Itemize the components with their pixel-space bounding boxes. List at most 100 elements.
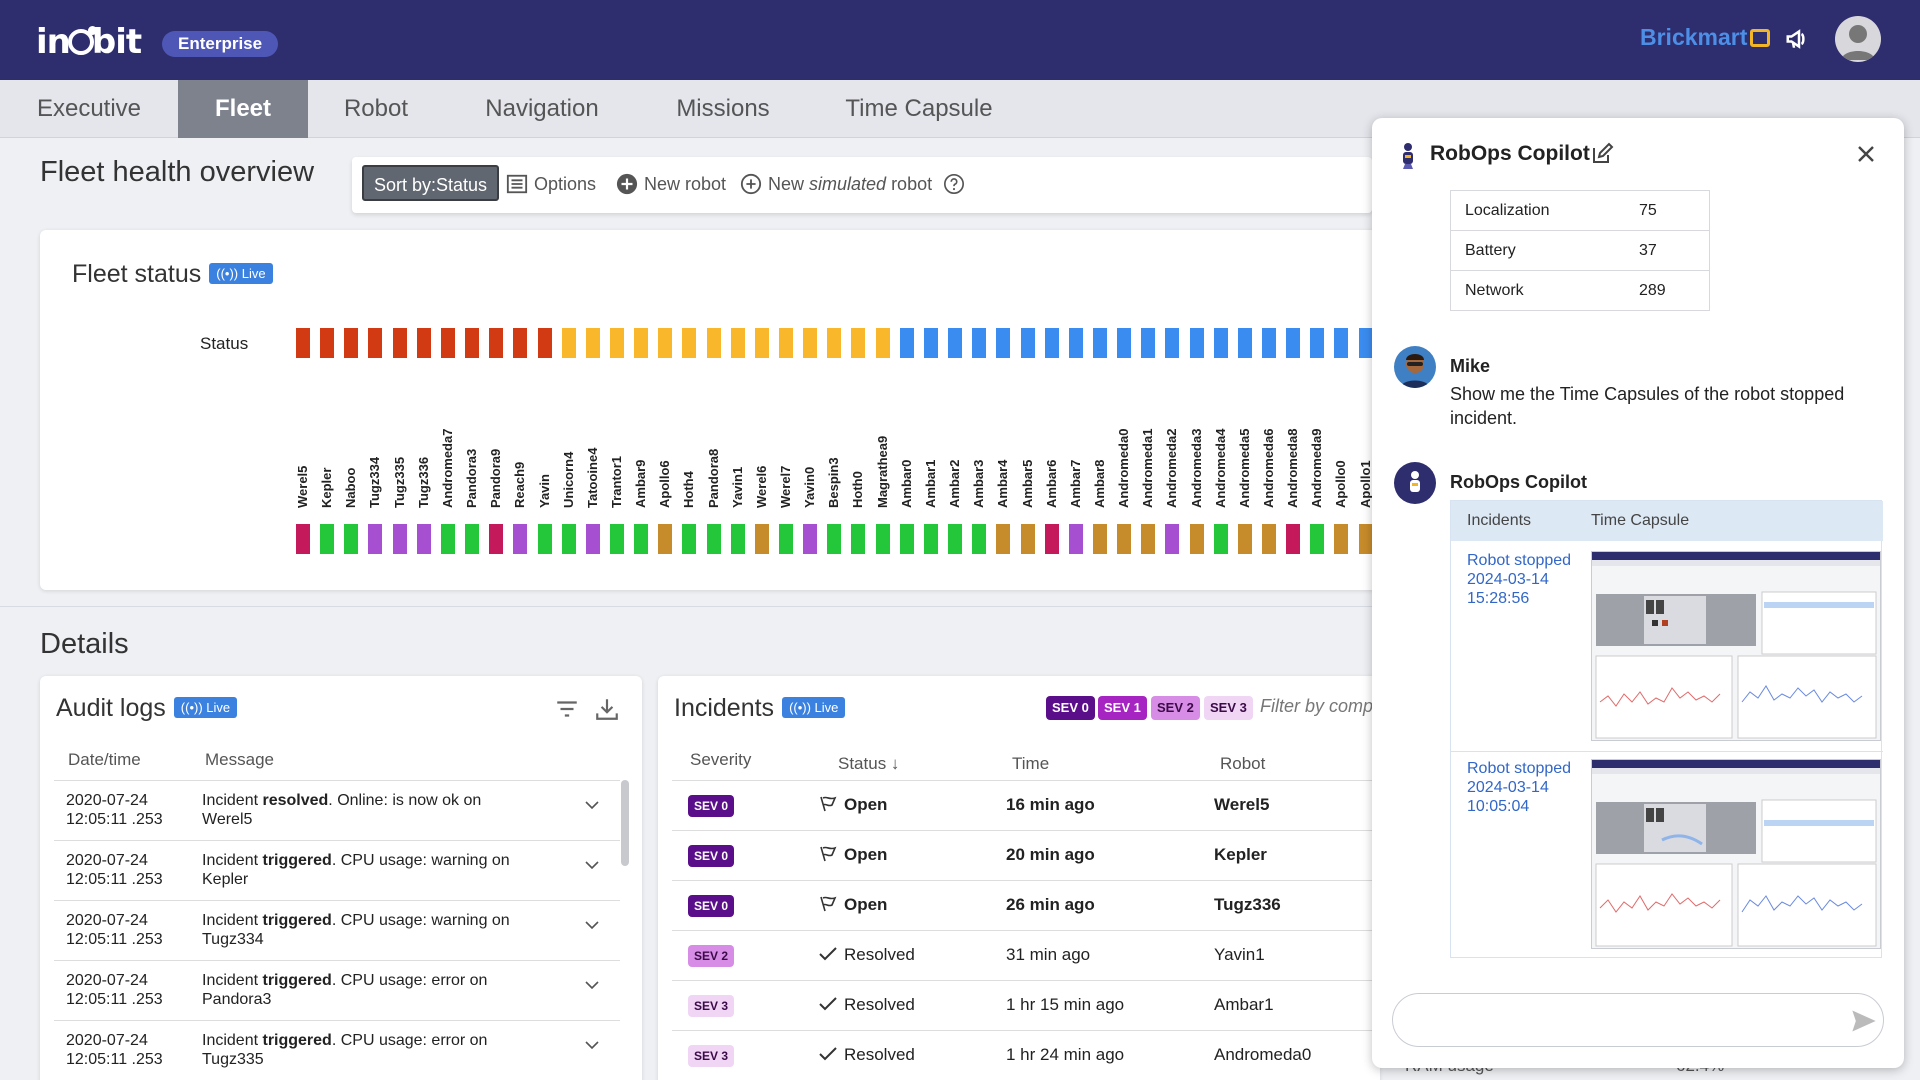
chevron-down-icon[interactable] bbox=[584, 917, 600, 933]
status-mark[interactable] bbox=[779, 328, 793, 358]
status-mark[interactable] bbox=[996, 328, 1010, 358]
health-mark[interactable] bbox=[513, 524, 527, 554]
sev1-filter-chip[interactable]: SEV 1 bbox=[1098, 696, 1147, 720]
time-capsule-thumbnail[interactable] bbox=[1591, 551, 1881, 741]
health-mark[interactable] bbox=[1117, 524, 1131, 554]
col-robot[interactable]: Robot bbox=[1220, 754, 1266, 773]
health-mark[interactable] bbox=[610, 524, 624, 554]
incident-row[interactable]: SEV 0 Open 20 min ago Kepler bbox=[672, 830, 1380, 880]
status-mark[interactable] bbox=[1117, 328, 1131, 358]
status-mark[interactable] bbox=[1165, 328, 1179, 358]
status-mark[interactable] bbox=[417, 328, 431, 358]
incident-row[interactable]: SEV 3 Resolved 1 hr 24 min ago Andromeda0 bbox=[672, 1030, 1380, 1080]
send-icon[interactable] bbox=[1849, 1007, 1879, 1035]
chevron-down-icon[interactable] bbox=[584, 1037, 600, 1053]
audit-log-row[interactable]: 2020-07-24 12:05:11 .253 Incident triggere… bbox=[54, 840, 620, 900]
health-mark[interactable] bbox=[634, 524, 648, 554]
status-mark[interactable] bbox=[707, 328, 721, 358]
health-mark[interactable] bbox=[344, 524, 358, 554]
health-mark[interactable] bbox=[1310, 524, 1324, 554]
status-mark[interactable] bbox=[876, 328, 890, 358]
download-icon[interactable] bbox=[594, 696, 620, 722]
health-mark[interactable] bbox=[996, 524, 1010, 554]
filter-input[interactable]: Filter by comp bbox=[1260, 696, 1374, 716]
audit-log-row[interactable]: 2020-07-24 12:05:11 .253 Incident triggere… bbox=[54, 960, 620, 1020]
status-mark[interactable] bbox=[538, 328, 552, 358]
status-mark[interactable] bbox=[513, 328, 527, 358]
options-button[interactable]: Options bbox=[506, 173, 596, 195]
health-mark[interactable] bbox=[755, 524, 769, 554]
health-mark[interactable] bbox=[1045, 524, 1059, 554]
health-mark[interactable] bbox=[682, 524, 696, 554]
inorbit-logo[interactable]: in bit bbox=[36, 22, 142, 62]
status-mark[interactable] bbox=[296, 328, 310, 358]
health-mark[interactable] bbox=[1286, 524, 1300, 554]
time-capsule-thumbnail[interactable] bbox=[1591, 759, 1881, 949]
incident-row[interactable]: SEV 3 Resolved 1 hr 15 min ago Ambar1 bbox=[672, 980, 1380, 1030]
incident-row[interactable]: SEV 0 Open 26 min ago Tugz336 bbox=[672, 880, 1380, 930]
status-mark[interactable] bbox=[1141, 328, 1155, 358]
status-mark[interactable] bbox=[924, 328, 938, 358]
incident-row[interactable]: SEV 0 Open 16 min ago Werel5 bbox=[672, 780, 1380, 830]
tab-missions[interactable]: Missions bbox=[676, 95, 770, 122]
sort-button[interactable]: Sort by:Status bbox=[362, 165, 500, 201]
status-mark[interactable] bbox=[489, 328, 503, 358]
health-mark[interactable] bbox=[707, 524, 721, 554]
status-mark[interactable] bbox=[562, 328, 576, 358]
user-avatar-icon[interactable] bbox=[1835, 16, 1881, 62]
health-mark[interactable] bbox=[489, 524, 503, 554]
health-mark[interactable] bbox=[296, 524, 310, 554]
health-mark[interactable] bbox=[417, 524, 431, 554]
health-mark[interactable] bbox=[1214, 524, 1228, 554]
close-icon[interactable] bbox=[1854, 142, 1878, 166]
col-datetime[interactable]: Date/time bbox=[68, 750, 141, 769]
status-mark[interactable] bbox=[682, 328, 696, 358]
status-mark[interactable] bbox=[441, 328, 455, 358]
status-mark[interactable] bbox=[1334, 328, 1348, 358]
status-mark[interactable] bbox=[1093, 328, 1107, 358]
col-time[interactable]: Time bbox=[1012, 754, 1050, 773]
health-mark[interactable] bbox=[1141, 524, 1155, 554]
chevron-down-icon[interactable] bbox=[584, 977, 600, 993]
status-mark[interactable] bbox=[1359, 328, 1373, 358]
status-mark[interactable] bbox=[755, 328, 769, 358]
audit-log-row[interactable]: 2020-07-24 12:05:11 .253 Incident resolved… bbox=[54, 780, 620, 840]
col-message[interactable]: Message bbox=[205, 750, 274, 769]
tab-time-capsule[interactable]: Time Capsule bbox=[845, 95, 993, 122]
status-mark[interactable] bbox=[1214, 328, 1228, 358]
health-mark[interactable] bbox=[1069, 524, 1083, 554]
health-mark[interactable] bbox=[658, 524, 672, 554]
incident-row[interactable]: SEV 2 Resolved 31 min ago Yavin1 bbox=[672, 930, 1380, 980]
status-mark[interactable] bbox=[1286, 328, 1300, 358]
health-mark[interactable] bbox=[465, 524, 479, 554]
col-status[interactable]: Status ↓ bbox=[838, 754, 900, 773]
capsule-link[interactable]: Robot stopped 2024-03-14 10:05:04 bbox=[1467, 759, 1571, 816]
status-mark[interactable] bbox=[900, 328, 914, 358]
tab-executive[interactable]: Executive bbox=[36, 95, 142, 122]
capsule-link[interactable]: Robot stopped 2024-03-14 15:28:56 bbox=[1467, 551, 1571, 608]
new-robot-button[interactable]: New robot bbox=[616, 173, 726, 195]
edit-icon[interactable] bbox=[1590, 142, 1614, 166]
status-mark[interactable] bbox=[851, 328, 865, 358]
status-mark[interactable] bbox=[972, 328, 986, 358]
health-mark[interactable] bbox=[368, 524, 382, 554]
health-mark[interactable] bbox=[1190, 524, 1204, 554]
health-mark[interactable] bbox=[1165, 524, 1179, 554]
status-mark[interactable] bbox=[634, 328, 648, 358]
status-mark[interactable] bbox=[1069, 328, 1083, 358]
tab-navigation[interactable]: Navigation bbox=[485, 95, 599, 122]
status-mark[interactable] bbox=[827, 328, 841, 358]
status-mark[interactable] bbox=[1238, 328, 1252, 358]
scrollbar[interactable] bbox=[621, 780, 629, 866]
status-mark[interactable] bbox=[368, 328, 382, 358]
status-mark[interactable] bbox=[393, 328, 407, 358]
status-mark[interactable] bbox=[1021, 328, 1035, 358]
health-mark[interactable] bbox=[1262, 524, 1276, 554]
megaphone-icon[interactable] bbox=[1784, 24, 1814, 54]
health-mark[interactable] bbox=[1334, 524, 1348, 554]
health-mark[interactable] bbox=[803, 524, 817, 554]
chevron-down-icon[interactable] bbox=[584, 857, 600, 873]
filter-icon[interactable] bbox=[554, 696, 580, 722]
health-mark[interactable] bbox=[1021, 524, 1035, 554]
health-mark[interactable] bbox=[1238, 524, 1252, 554]
